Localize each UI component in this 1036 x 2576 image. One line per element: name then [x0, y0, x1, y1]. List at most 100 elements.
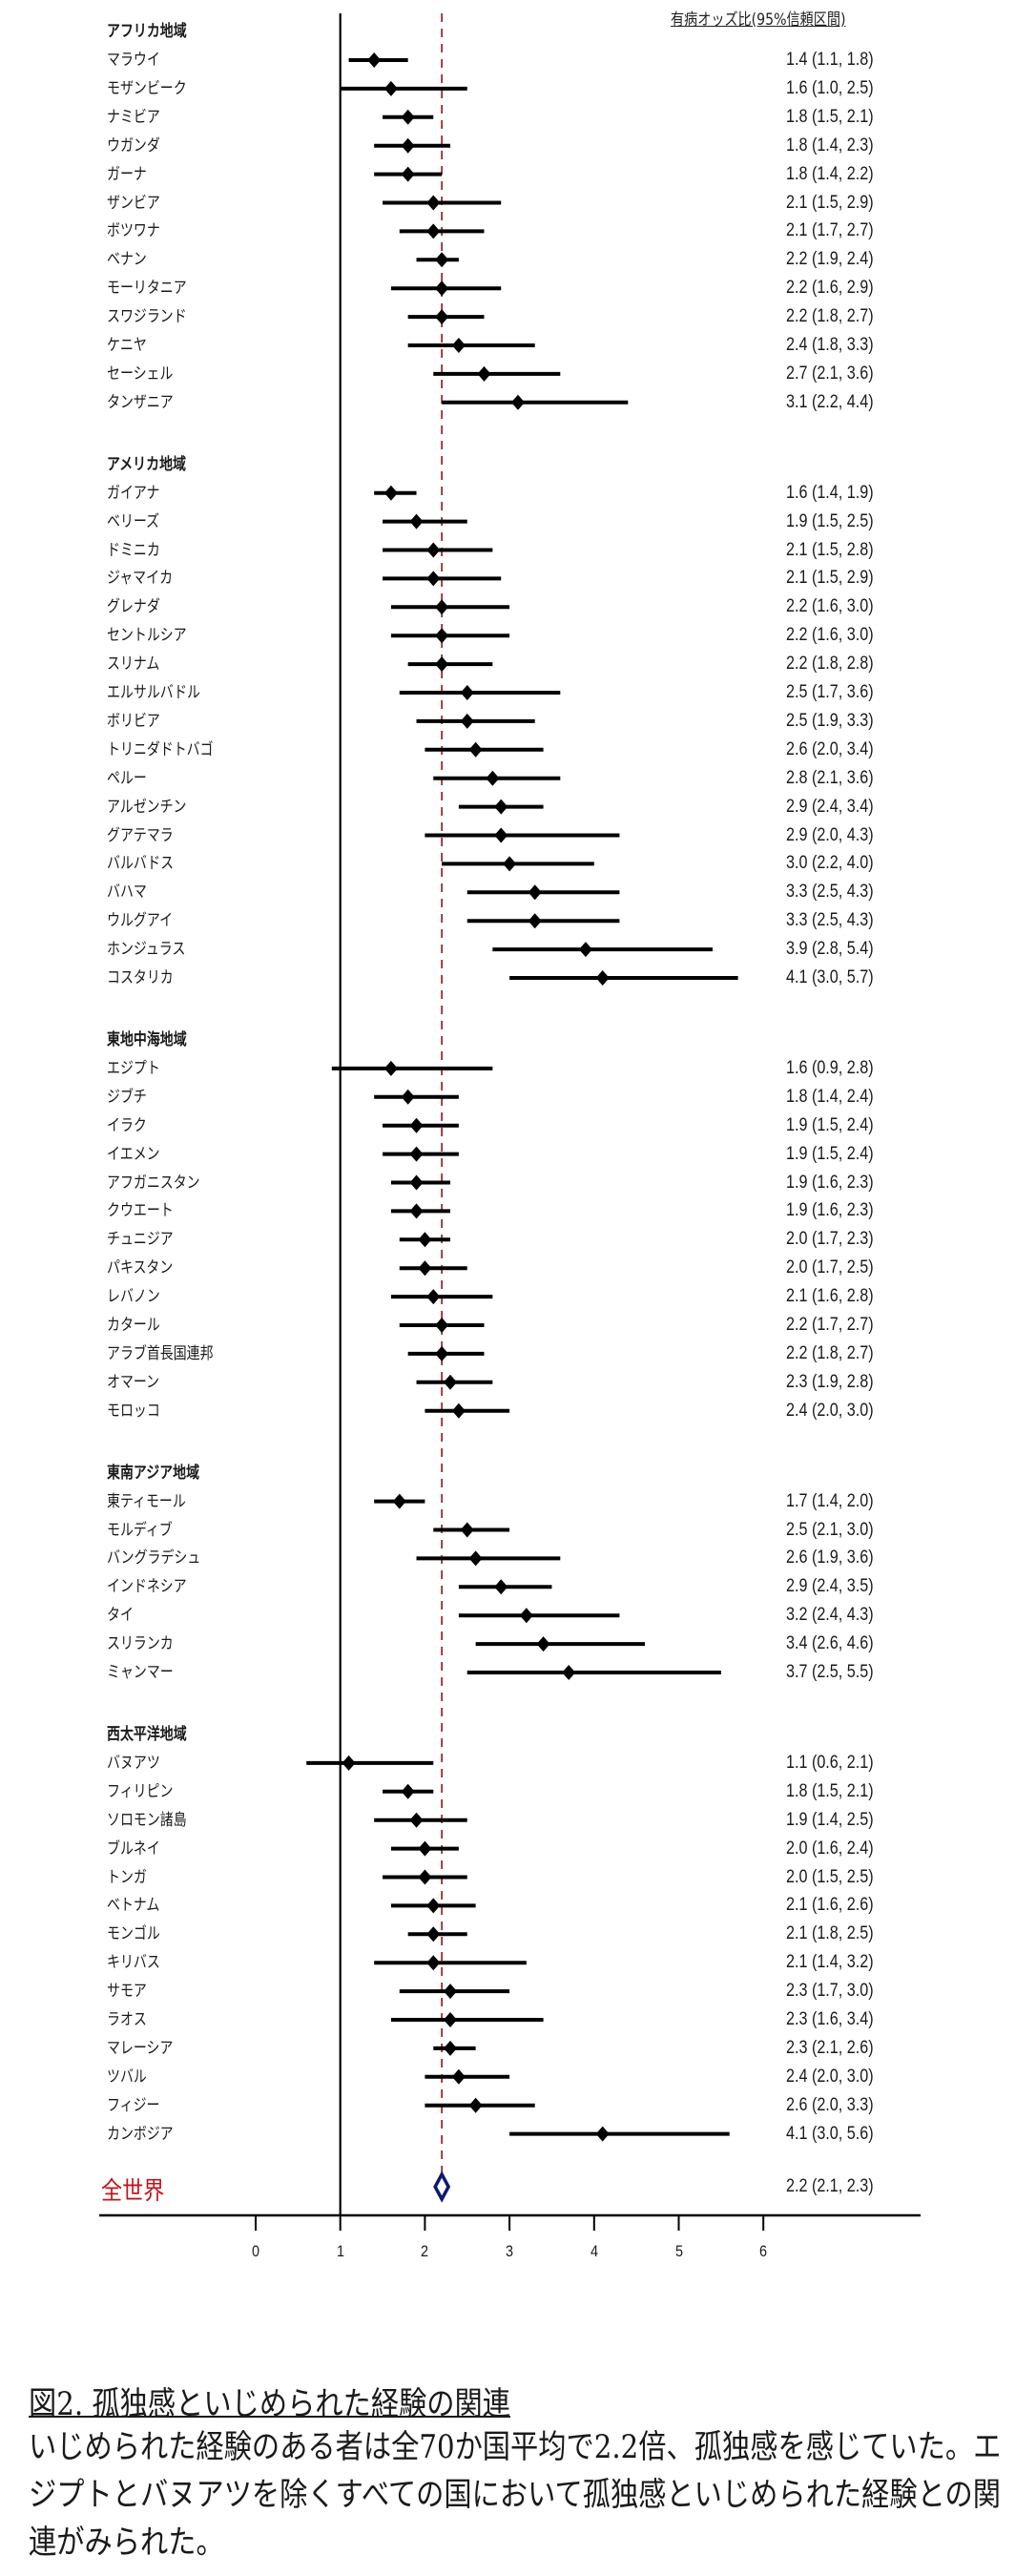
point-estimate-diamond — [510, 394, 525, 410]
point-estimate-diamond — [477, 365, 491, 382]
figure-caption: 図2. 孤独感といじめられた経験の関連 いじめられた経験のある者は全70か国平均… — [29, 2385, 1021, 2566]
country-label: マラウイ — [107, 51, 160, 70]
country-label: フィジー — [107, 2095, 160, 2115]
x-tick-label: 1 — [336, 2242, 344, 2260]
or-ci-value: 2.6 (2.0, 3.4) — [786, 738, 874, 759]
or-ci-value: 1.9 (1.6, 2.3) — [786, 1200, 874, 1221]
or-ci-value: 1.6 (1.0, 2.5) — [786, 77, 874, 98]
country-label: バングラデシュ — [107, 1548, 201, 1568]
country-label: セーシェル — [107, 364, 174, 384]
country-label: ドミニカ — [107, 540, 160, 560]
caption-title: 図2. 孤独感といじめられた経験の関連 — [29, 2385, 511, 2423]
country-label: モーリタニア — [107, 279, 187, 299]
country-label: ジャマイカ — [107, 569, 174, 589]
world-label: 全世界 — [101, 2177, 165, 2206]
country-label: ボリビア — [107, 711, 160, 731]
point-estimate-diamond — [418, 1869, 432, 1885]
point-estimate-diamond — [409, 1117, 424, 1133]
point-estimate-diamond — [435, 656, 449, 673]
country-label: ケニヤ — [107, 336, 147, 355]
country-label: ザンビア — [107, 193, 160, 213]
country-label: オマーン — [107, 1372, 160, 1392]
caption-body: いじめられた経験のある者は全70か国平均で2.2倍、孤独感を感じていた。エジプト… — [29, 2428, 1002, 2562]
or-ci-value: 2.1 (1.5, 2.8) — [786, 539, 874, 560]
point-estimate-diamond — [426, 1926, 441, 1942]
point-estimate-diamond — [426, 1898, 441, 1914]
country-label: バヌアツ — [107, 1753, 160, 1773]
or-ci-value: 2.2 (1.6, 2.9) — [786, 278, 874, 299]
or-ci-value: 2.6 (2.0, 3.3) — [786, 2094, 874, 2115]
country-label: カンボジア — [107, 2124, 174, 2144]
forest-plot: 有病オッズ比(95%信頼区間) アフリカ地域 マラウイ 1.4 (1.1, 1.8)… — [99, 10, 921, 2260]
or-ci-value: 2.4 (1.8, 3.3) — [786, 335, 874, 355]
or-ci-value: 2.3 (1.7, 3.0) — [786, 1981, 874, 2002]
country-label: モザンビーク — [107, 78, 187, 98]
country-label: エルサルバドル — [107, 683, 201, 702]
country-label: モンゴル — [107, 1924, 160, 1944]
point-estimate-diamond — [401, 137, 415, 154]
point-estimate-diamond — [444, 1374, 458, 1390]
or-ci-value: 2.2 (1.6, 3.0) — [786, 596, 874, 617]
or-ci-value: 1.8 (1.5, 2.1) — [786, 1780, 874, 1801]
point-estimate-diamond — [426, 223, 441, 239]
or-ci-value: 3.1 (2.2, 4.4) — [786, 391, 874, 412]
point-estimate-diamond — [392, 1493, 406, 1509]
country-label: マレーシア — [107, 2038, 174, 2058]
point-estimate-diamond — [444, 1984, 458, 2000]
country-label: ホンジュラス — [107, 940, 186, 960]
or-ci-value: 2.2 (1.9, 2.4) — [786, 249, 874, 270]
country-label: ツバル — [107, 2067, 147, 2087]
or-ci-value: 2.0 (1.5, 2.5) — [786, 1866, 874, 1887]
point-estimate-diamond — [401, 166, 415, 182]
or-ci-value: 2.1 (1.8, 2.5) — [786, 1923, 874, 1944]
point-estimate-diamond — [468, 2097, 483, 2113]
point-estimate-diamond — [383, 1060, 398, 1076]
country-label: バルバドス — [107, 854, 175, 874]
country-label: イエメン — [107, 1144, 160, 1164]
or-ci-value: 2.5 (2.1, 3.0) — [786, 1519, 874, 1540]
or-ci-value: 2.0 (1.7, 2.5) — [786, 1257, 874, 1278]
x-tick-label: 5 — [674, 2242, 683, 2260]
region-header: 西太平洋地域 — [107, 1724, 187, 1744]
point-estimate-diamond — [494, 799, 508, 815]
country-label: ウガンダ — [107, 135, 160, 156]
point-estimate-diamond — [528, 884, 542, 901]
point-estimate-diamond — [444, 2012, 458, 2027]
point-estimate-diamond — [435, 252, 449, 268]
region-header: 東南アジア地域 — [107, 1463, 200, 1483]
point-estimate-diamond — [528, 913, 542, 929]
x-tick-label: 3 — [506, 2242, 514, 2260]
country-label: ソロモン諸島 — [107, 1810, 187, 1830]
point-estimate-diamond — [418, 1840, 432, 1857]
or-ci-value: 3.2 (2.4, 4.3) — [786, 1605, 874, 1626]
point-estimate-diamond — [435, 599, 449, 615]
or-ci-value: 1.9 (1.4, 2.5) — [786, 1809, 874, 1830]
column-header: 有病オッズ比(95%信頼区間) — [671, 10, 846, 30]
or-ci-value: 2.3 (2.1, 2.6) — [786, 2037, 874, 2058]
or-ci-value: 2.4 (2.0, 3.0) — [786, 2066, 874, 2087]
point-estimate-diamond — [435, 280, 449, 297]
country-label: タイ — [107, 1606, 134, 1626]
or-ci-value: 1.9 (1.6, 2.3) — [786, 1172, 874, 1193]
point-estimate-diamond — [401, 1783, 415, 1799]
point-estimate-diamond — [367, 52, 382, 68]
country-label: チュニジア — [107, 1230, 174, 1250]
point-estimate-diamond — [409, 513, 424, 530]
point-estimate-diamond — [426, 1955, 441, 1971]
or-ci-value: 2.1 (1.6, 2.8) — [786, 1286, 874, 1307]
point-estimate-diamond — [451, 338, 466, 353]
or-ci-value: 1.6 (0.9, 2.8) — [786, 1057, 874, 1078]
or-ci-value: 1.8 (1.4, 2.4) — [786, 1086, 874, 1107]
country-label: ミャンマー — [107, 1663, 174, 1682]
or-ci-value: 1.1 (0.6, 2.1) — [786, 1752, 874, 1773]
or-ci-value: 2.4 (2.0, 3.0) — [786, 1400, 874, 1421]
country-label: 東ティモール — [107, 1491, 186, 1511]
point-estimate-diamond — [409, 1812, 424, 1828]
point-estimate-diamond — [418, 1260, 432, 1277]
point-estimate-diamond — [444, 2040, 458, 2056]
country-label: バハマ — [107, 883, 147, 903]
point-estimate-diamond — [451, 2068, 466, 2085]
country-label: アフガニスタン — [107, 1173, 200, 1193]
or-ci-value: 2.1 (1.7, 2.7) — [786, 220, 874, 241]
point-estimate-diamond — [401, 1089, 415, 1105]
